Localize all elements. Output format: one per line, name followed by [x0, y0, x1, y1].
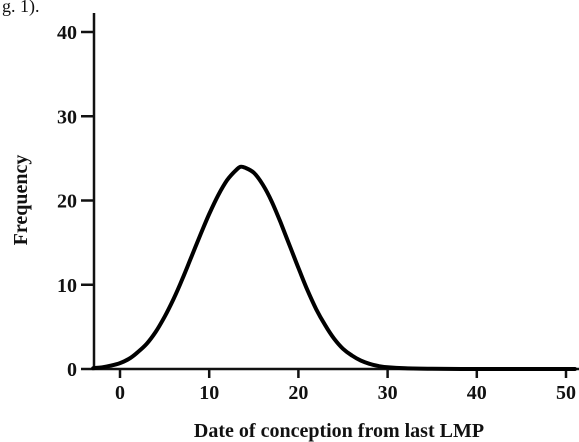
y-axis-title: Frequency [10, 155, 32, 246]
plot-area: 0 10 20 30 40 0 10 20 30 40 50 [57, 13, 579, 404]
x-tick-label: 0 [115, 382, 125, 404]
y-tick-label: 10 [57, 275, 77, 297]
series-layer [91, 164, 577, 371]
corner-caption-fragment: g. 1). [2, 0, 40, 17]
x-axis-ticks: 0 10 20 30 40 50 [115, 369, 576, 404]
x-tick-label: 10 [199, 382, 219, 404]
y-tick-label: 0 [67, 359, 77, 381]
y-tick-label: 20 [57, 191, 77, 213]
x-tick-label: 20 [288, 382, 308, 404]
x-tick-label: 30 [378, 382, 398, 404]
frequency-curve [91, 164, 577, 371]
y-axis-ticks: 0 10 20 30 40 [57, 22, 94, 381]
y-tick-label: 40 [57, 22, 77, 44]
x-tick-label: 40 [467, 382, 487, 404]
x-axis-title: Date of conception from last LMP [194, 420, 484, 442]
y-tick-label: 30 [57, 106, 77, 128]
x-tick-label: 50 [556, 382, 576, 404]
